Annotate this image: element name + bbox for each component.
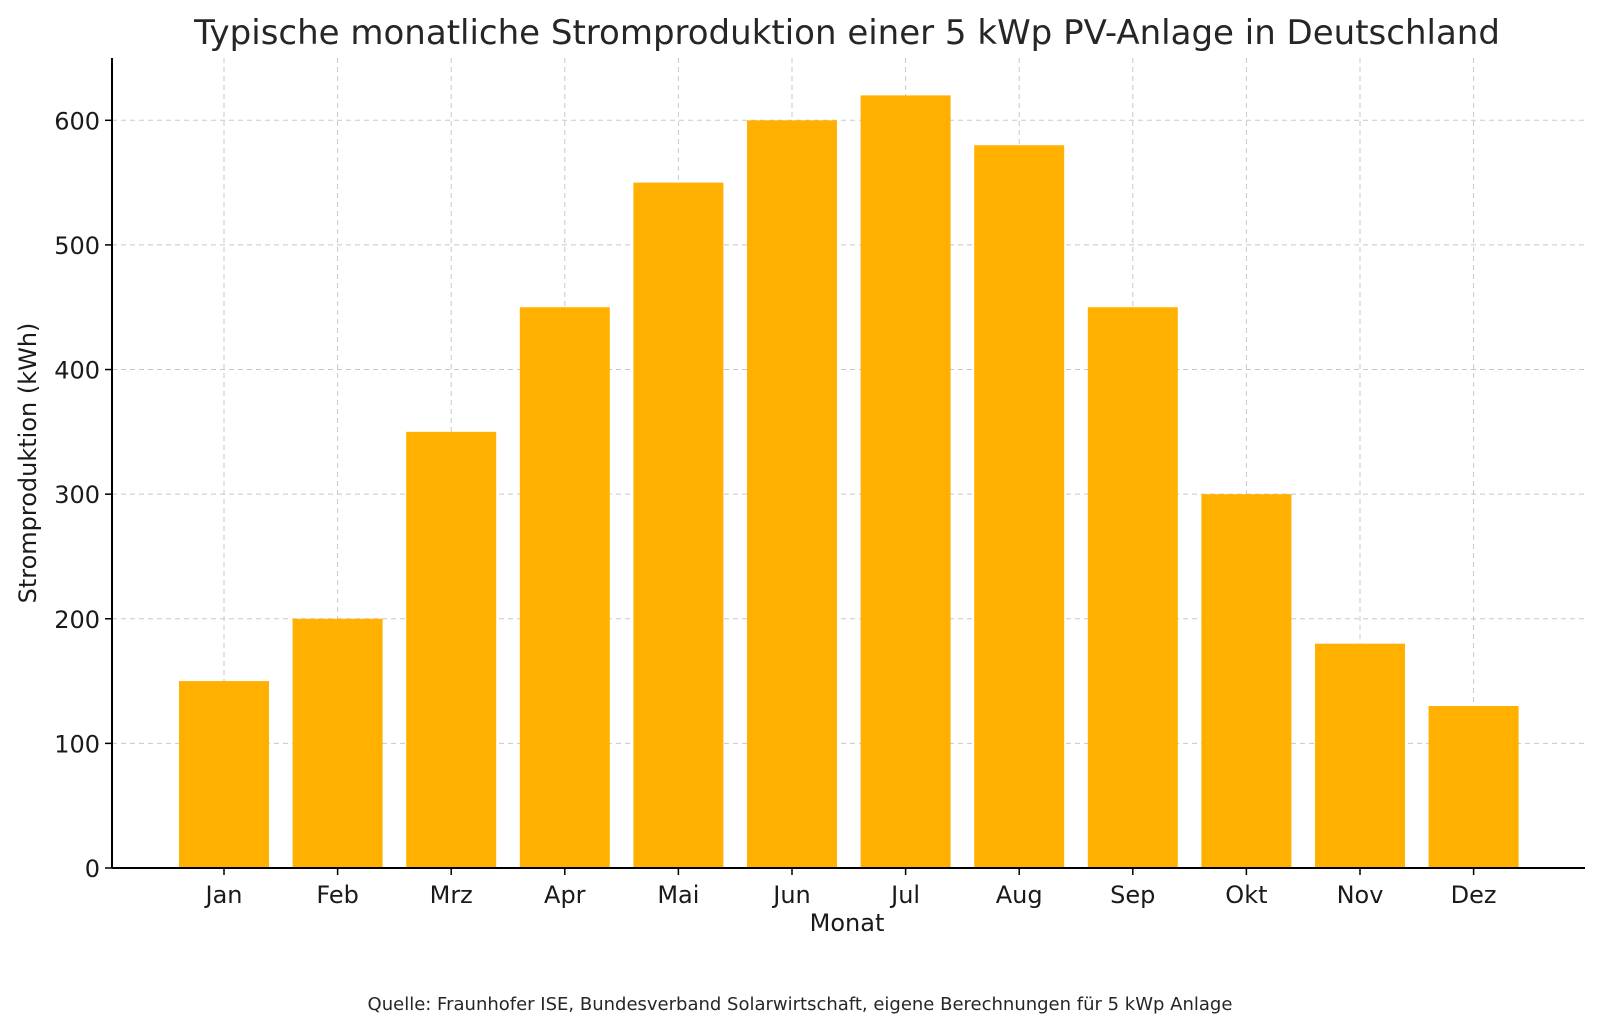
x-tick-label-jan: Jan (204, 881, 243, 909)
x-tick-label-mrz: Mrz (430, 881, 473, 909)
axes (111, 58, 1585, 869)
x-tick-label-okt: Okt (1225, 881, 1267, 909)
x-tick-label-apr: Apr (544, 881, 586, 909)
y-axis-label: Stromproduktion (kWh) (14, 323, 42, 604)
y-tick-label-500: 500 (54, 232, 100, 260)
x-tick-label-nov: Nov (1337, 881, 1384, 909)
x-ticks: Jan Feb Mrz Apr Mai Jun Jul Aug Sep Okt Nov Dez (204, 868, 1497, 909)
y-ticks: 0 100 200 300 400 500 600 (54, 107, 112, 883)
bar-aug (974, 145, 1065, 868)
x-tick-label-jul: Jul (889, 881, 920, 909)
y-tick-label-300: 300 (54, 481, 100, 509)
bar-apr (519, 307, 610, 868)
bar-jan (179, 681, 269, 868)
source-note: Quelle: Fraunhofer ISE, Bundesverband So… (368, 994, 1233, 1015)
bar-nov (1315, 643, 1405, 868)
x-tick-label-dez: Dez (1451, 881, 1497, 909)
y-tick-label-400: 400 (54, 357, 100, 385)
x-tick-label-aug: Aug (996, 881, 1043, 909)
x-tick-label-mai: Mai (657, 881, 699, 909)
bar-dez (1428, 706, 1519, 868)
y-tick-label-0: 0 (85, 855, 100, 883)
bar-feb (292, 618, 383, 868)
bars (179, 95, 1519, 869)
y-tick-label-200: 200 (54, 606, 100, 634)
bar-sep (1087, 307, 1178, 868)
y-tick-label-100: 100 (54, 730, 100, 758)
bar-okt (1201, 494, 1292, 868)
bar-mrz (406, 431, 497, 868)
chart-title: Typische monatliche Stromproduktion eine… (193, 13, 1500, 53)
x-tick-label-feb: Feb (316, 881, 359, 909)
y-tick-label-600: 600 (54, 107, 100, 135)
bar-mai (633, 182, 724, 869)
x-axis-label: Monat (810, 909, 885, 937)
x-tick-label-sep: Sep (1110, 881, 1155, 909)
bar-jun (747, 120, 837, 869)
bar-jul (860, 95, 951, 868)
x-tick-label-jun: Jun (771, 881, 811, 909)
